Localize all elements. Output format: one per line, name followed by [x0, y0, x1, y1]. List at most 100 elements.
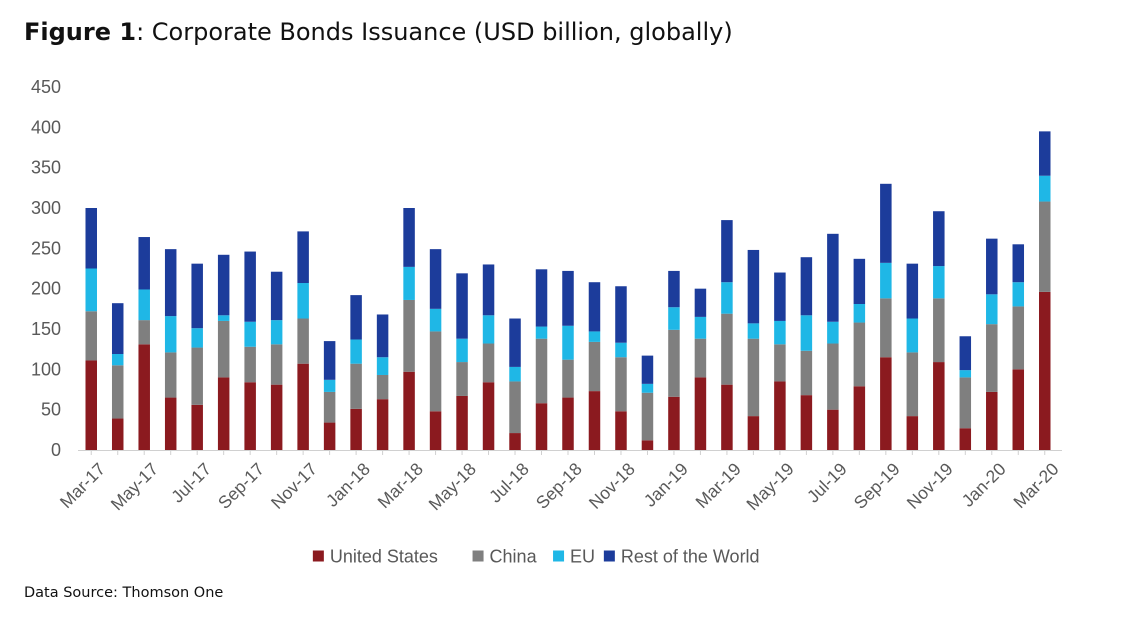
- y-axis: 0 50 100 150 200 250 300 350 400 450: [31, 77, 61, 460]
- bar-segment: [933, 211, 945, 267]
- bar-segment: [668, 396, 680, 450]
- legend-label: EU: [570, 547, 595, 567]
- bar-segment: [403, 266, 415, 300]
- bar-stack: [774, 272, 786, 450]
- bar-segment: [615, 286, 627, 343]
- bar-segment: [535, 326, 548, 339]
- bar-stack: [217, 254, 230, 450]
- x-tick-label: Mar-19: [691, 459, 744, 512]
- bar-segment: [297, 283, 309, 319]
- bar-segment: [588, 391, 601, 450]
- bar-segment: [403, 371, 415, 450]
- legend-swatch: [472, 550, 484, 562]
- bar-stack: [827, 233, 839, 450]
- bar-segment: [111, 303, 124, 355]
- bar-segment: [535, 403, 548, 450]
- x-tick-label: Sep-18: [532, 459, 586, 513]
- bar-segment: [217, 320, 230, 378]
- x-tick-label: Mar-20: [1009, 459, 1063, 513]
- bar-segment: [588, 341, 601, 392]
- bar-segment: [800, 257, 813, 316]
- bar-segment: [270, 271, 283, 321]
- data-source-note: Data Source: Thomson One: [24, 585, 224, 601]
- bar-stack: [244, 251, 256, 450]
- legend-label: China: [490, 547, 538, 567]
- bar-segment: [456, 338, 468, 363]
- bar-stack: [906, 263, 919, 450]
- bar-segment: [509, 381, 521, 434]
- bar-segment: [270, 384, 283, 450]
- bar-stack: [694, 288, 707, 450]
- bar-segment: [111, 365, 124, 419]
- bar-segment: [509, 433, 521, 450]
- x-tick-label: Jul-17: [167, 459, 215, 507]
- bar-segment: [853, 386, 866, 450]
- y-tick-label: 200: [31, 279, 61, 299]
- bar-segment: [244, 251, 256, 322]
- bar-area: [85, 131, 1051, 450]
- bar-segment: [217, 315, 230, 321]
- bar-segment: [429, 411, 442, 450]
- bar-segment: [774, 320, 786, 345]
- bar-stack: [1012, 244, 1025, 450]
- bar-segment: [747, 323, 760, 339]
- bar-segment: [1012, 306, 1025, 370]
- x-tick-label: May-18: [425, 459, 480, 514]
- bar-segment: [721, 313, 733, 385]
- bar-segment: [429, 249, 442, 309]
- bar-segment: [535, 269, 548, 327]
- bar-segment: [1012, 244, 1025, 283]
- legend-item: EU: [553, 547, 595, 567]
- bar-segment: [641, 383, 654, 393]
- x-tick-label: Jan-18: [322, 459, 374, 511]
- bar-segment: [138, 344, 150, 450]
- bar-segment: [774, 344, 786, 382]
- y-tick-label: 300: [31, 198, 61, 218]
- bar-segment: [164, 316, 177, 353]
- bar-segment: [880, 357, 892, 450]
- legend-item: Rest of the World: [603, 547, 760, 567]
- bar-segment: [588, 282, 601, 332]
- bar-segment: [668, 307, 680, 330]
- bar-segment: [376, 399, 389, 450]
- bar-segment: [721, 384, 733, 450]
- bar-segment: [429, 308, 442, 332]
- bar-segment: [747, 338, 760, 417]
- bar-segment: [694, 377, 707, 450]
- x-tick-label: Nov-18: [585, 459, 639, 513]
- bar-stack: [350, 295, 362, 450]
- bar-segment: [694, 316, 707, 339]
- bar-segment: [906, 318, 919, 353]
- bar-segment: [244, 346, 256, 383]
- bar-segment: [85, 268, 97, 312]
- bar-stack: [959, 336, 972, 450]
- bar-stack: [880, 183, 892, 450]
- bar-segment: [853, 322, 866, 387]
- bar-segment: [270, 320, 283, 345]
- bar-segment: [138, 320, 150, 345]
- bar-segment: [482, 343, 495, 383]
- bar-segment: [509, 318, 521, 367]
- bar-segment: [85, 360, 97, 450]
- bar-segment: [350, 295, 362, 340]
- bar-segment: [350, 363, 362, 409]
- bar-segment: [85, 311, 97, 361]
- legend-item: China: [472, 547, 538, 567]
- x-tick-label: Jan-19: [640, 459, 692, 511]
- bar-segment: [482, 264, 495, 316]
- bar-segment: [191, 263, 203, 329]
- bar-segment: [429, 331, 442, 412]
- bar-segment: [403, 299, 415, 372]
- legend-swatch: [312, 550, 324, 562]
- bar-segment: [800, 315, 813, 351]
- bar-segment: [482, 382, 495, 450]
- bar-segment: [376, 357, 389, 375]
- bar-stack: [588, 282, 601, 450]
- bar-segment: [827, 321, 839, 344]
- bar-segment: [827, 343, 839, 410]
- bar-segment: [297, 318, 309, 364]
- bar-segment: [880, 262, 892, 299]
- bar-stack: [270, 271, 283, 450]
- bar-segment: [456, 273, 468, 339]
